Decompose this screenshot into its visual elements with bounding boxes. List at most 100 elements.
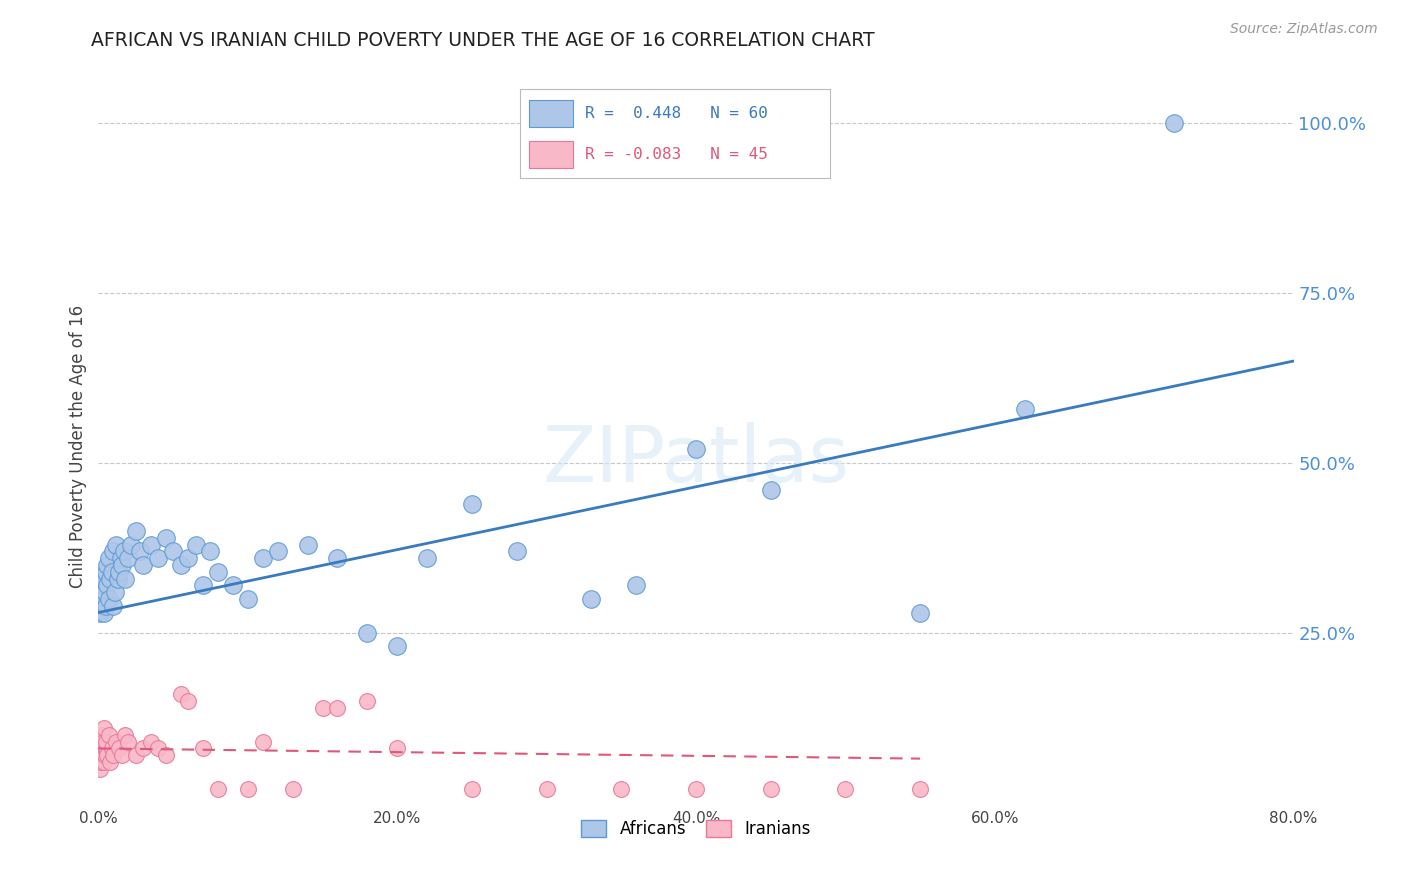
Point: [139, 734, 162, 748]
Point: [685, 782, 707, 797]
Point: [207, 565, 229, 579]
Point: [162, 544, 184, 558]
Point: [105, 734, 128, 748]
Point: [89, 762, 111, 776]
Point: [108, 741, 131, 756]
Point: [91, 748, 114, 763]
Point: [93, 755, 115, 769]
Point: [114, 728, 136, 742]
Point: [91, 734, 114, 748]
Point: [103, 544, 125, 558]
Point: [111, 558, 134, 572]
Point: [385, 741, 409, 756]
Point: [326, 700, 349, 714]
Point: [132, 558, 155, 572]
Point: [236, 782, 259, 797]
Point: [610, 782, 633, 797]
Point: [184, 537, 207, 551]
Point: [207, 782, 229, 797]
Point: [90, 599, 112, 613]
Point: [759, 483, 782, 498]
Point: [506, 544, 529, 558]
Point: [685, 442, 707, 457]
Point: [98, 755, 122, 769]
Point: [626, 578, 648, 592]
Point: [89, 606, 111, 620]
Point: [148, 741, 170, 756]
Point: [191, 741, 214, 756]
Point: [91, 728, 114, 742]
Point: [908, 782, 931, 797]
Point: [191, 578, 214, 592]
Point: [148, 551, 170, 566]
Point: [96, 558, 118, 572]
Point: [1163, 116, 1185, 130]
Point: [112, 544, 135, 558]
Point: [125, 748, 148, 763]
Point: [94, 734, 117, 748]
Point: [105, 537, 128, 551]
Bar: [530, 100, 572, 127]
Point: [97, 591, 120, 606]
Text: ZIPatlas: ZIPatlas: [543, 422, 849, 499]
Point: [177, 694, 200, 708]
Point: [91, 585, 114, 599]
Point: [103, 748, 125, 763]
Point: [155, 531, 177, 545]
Point: [461, 497, 484, 511]
Point: [93, 572, 115, 586]
Point: [908, 606, 931, 620]
Point: [581, 591, 603, 606]
Point: [139, 537, 162, 551]
Point: [125, 524, 148, 538]
Point: [169, 687, 191, 701]
Point: [97, 728, 120, 742]
Point: [103, 599, 125, 613]
Point: [252, 734, 274, 748]
Text: R =  0.448   N = 60: R = 0.448 N = 60: [585, 106, 768, 120]
Point: [107, 572, 129, 586]
Point: [93, 606, 115, 620]
Point: [297, 537, 319, 551]
Point: [96, 578, 118, 592]
Point: [98, 572, 122, 586]
Point: [129, 544, 152, 558]
Point: [96, 748, 118, 763]
Point: [117, 734, 139, 748]
Point: [97, 551, 120, 566]
Point: [177, 551, 200, 566]
Point: [89, 748, 111, 763]
Legend: Africans, Iranians: Africans, Iranians: [575, 813, 817, 845]
Point: [120, 537, 142, 551]
Point: [91, 578, 114, 592]
Point: [311, 700, 333, 714]
Point: [169, 558, 191, 572]
Point: [281, 782, 304, 797]
Point: [90, 755, 112, 769]
Point: [90, 591, 112, 606]
Point: [385, 640, 409, 654]
Point: [759, 782, 782, 797]
Point: [356, 694, 378, 708]
Point: [94, 741, 117, 756]
Point: [155, 748, 177, 763]
Point: [416, 551, 439, 566]
Point: [132, 741, 155, 756]
Point: [101, 565, 124, 579]
Point: [110, 551, 132, 566]
Point: [104, 585, 127, 599]
Point: [101, 741, 124, 756]
Point: [1014, 401, 1036, 416]
Point: [90, 741, 112, 756]
Point: [93, 721, 115, 735]
Point: [114, 572, 136, 586]
Point: [111, 748, 134, 763]
Point: [326, 551, 349, 566]
Point: [94, 585, 117, 599]
Text: R = -0.083   N = 45: R = -0.083 N = 45: [585, 147, 768, 161]
Point: [94, 565, 117, 579]
Point: [236, 591, 259, 606]
Point: [94, 748, 117, 763]
Point: [200, 544, 222, 558]
Point: [536, 782, 558, 797]
